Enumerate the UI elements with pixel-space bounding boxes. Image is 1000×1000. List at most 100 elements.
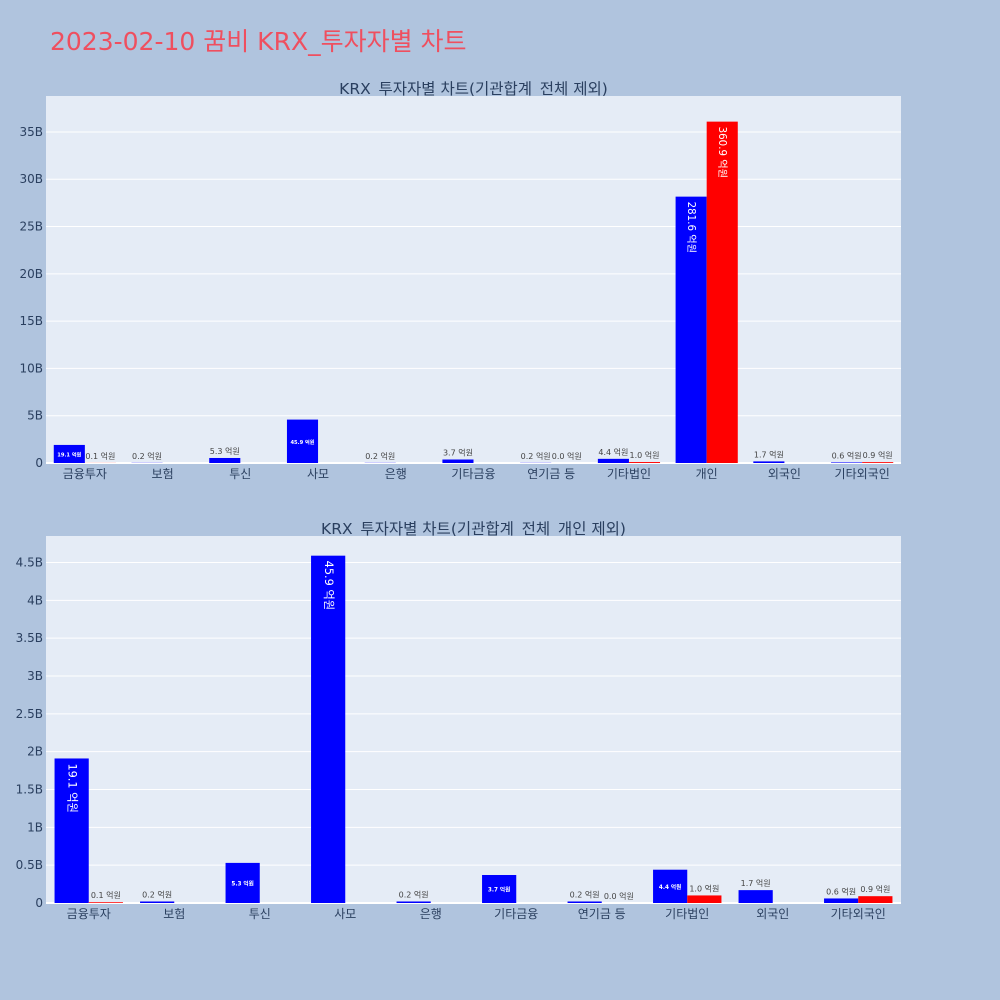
data-label: 0.2 억원 bbox=[521, 451, 551, 461]
bar-buy bbox=[567, 901, 602, 903]
bar-buy bbox=[597, 458, 629, 463]
data-label: 1.0 억원 bbox=[630, 450, 660, 460]
bar-buy bbox=[753, 461, 785, 463]
bar-sell bbox=[88, 902, 123, 903]
bar-sell bbox=[862, 462, 894, 463]
data-label: 3.7 억원 bbox=[443, 448, 473, 458]
data-label: 281.6 억원 bbox=[685, 202, 697, 253]
chart-bottom: KRX_투자자별 차트(기관합계_전체_개인 제외) 0 0.5B 1B 1.5B 2B 2… bbox=[16, 520, 901, 921]
x-tick-label: 은행 bbox=[385, 466, 407, 481]
bar-buy bbox=[675, 196, 707, 463]
x-tick-label: 외국인 bbox=[756, 907, 789, 921]
y-tick-label: 1.5B bbox=[16, 782, 43, 796]
data-label: 19.1 억원 bbox=[57, 450, 81, 458]
bar-buy bbox=[286, 419, 319, 463]
data-label: 1.7 억원 bbox=[754, 449, 784, 459]
x-tick-label: 기타금융 bbox=[494, 907, 538, 921]
bar-buy bbox=[311, 555, 346, 903]
x-tick-label: 기타법인 bbox=[665, 907, 709, 921]
bar-buy bbox=[653, 869, 688, 903]
data-label: 1.0 억원 bbox=[689, 883, 719, 893]
x-tick-label: 사모 bbox=[307, 467, 329, 481]
data-label: 0.0 억원 bbox=[552, 451, 582, 461]
y-tick-label: 10B bbox=[19, 361, 43, 375]
data-label: 0.2 억원 bbox=[570, 889, 600, 899]
y-tick-label: 35B bbox=[19, 125, 43, 139]
bar-buy bbox=[54, 758, 89, 903]
data-label: 4.4 억원 bbox=[659, 883, 682, 891]
y-tick-label: 4.5B bbox=[16, 555, 43, 569]
bar-buy bbox=[396, 901, 431, 903]
data-label: 4.4 억원 bbox=[598, 447, 628, 457]
x-tick-label: 금융투자 bbox=[67, 907, 111, 921]
bar-buy bbox=[225, 862, 260, 903]
x-tick-label: 보험 bbox=[163, 907, 185, 921]
data-label: 0.1 억원 bbox=[91, 890, 121, 900]
chart-top: KRX_투자자별 차트(기관합계_전체 제외) 0 5B 10B 15B 20B 25B 30… bbox=[19, 80, 901, 481]
bar-buy bbox=[442, 459, 474, 463]
y-tick-label: 0 bbox=[35, 456, 43, 470]
bar-buy bbox=[738, 890, 773, 903]
bar-buy bbox=[140, 901, 175, 903]
x-tick-label: 투신 bbox=[229, 467, 251, 481]
data-label: 0.1 억원 bbox=[85, 451, 115, 461]
plot-area bbox=[46, 536, 901, 903]
data-label: 0.2 억원 bbox=[142, 889, 172, 899]
y-tick-label: 2B bbox=[27, 745, 43, 759]
y-tick-label: 20B bbox=[19, 267, 43, 281]
data-label: 0.2 억원 bbox=[365, 451, 395, 461]
x-tick-label: 보험 bbox=[152, 467, 174, 481]
data-label: 0.2 억원 bbox=[399, 889, 429, 899]
data-label: 5.3 억원 bbox=[210, 446, 240, 456]
bar-sell bbox=[858, 896, 893, 903]
y-tick-label: 1B bbox=[27, 820, 43, 834]
data-label: 19.1 억원 bbox=[66, 763, 80, 812]
x-tick-label: 은행 bbox=[420, 906, 442, 921]
page-title: 2023-02-10 꿈비 KRX_투자자별 차트 bbox=[50, 27, 467, 56]
bar-buy bbox=[209, 457, 241, 463]
data-label: 0.6 억원 bbox=[832, 450, 862, 460]
data-label: 0.0 억원 bbox=[604, 891, 634, 901]
bar-buy bbox=[831, 462, 863, 463]
x-tick-label: 기타외국인 bbox=[831, 907, 886, 921]
x-tick-label: 연기금 등 bbox=[527, 467, 575, 481]
data-label: 0.9 억원 bbox=[860, 884, 890, 894]
x-tick-label: 기타외국인 bbox=[835, 467, 890, 481]
y-tick-label: 3B bbox=[27, 669, 43, 683]
y-tick-label: 15B bbox=[19, 314, 43, 328]
bar-sell bbox=[706, 121, 738, 464]
y-tick-label: 3.5B bbox=[16, 631, 43, 645]
x-tick-label: 투신 bbox=[249, 907, 271, 921]
x-tick-label: 외국인 bbox=[768, 467, 801, 481]
x-tick-label: 사모 bbox=[334, 907, 356, 921]
y-tick-label: 0.5B bbox=[16, 858, 43, 872]
data-label: 0.6 억원 bbox=[826, 886, 856, 896]
data-label: 360.9 억원 bbox=[716, 127, 728, 178]
data-label: 0.2 억원 bbox=[132, 451, 162, 461]
data-label: 45.9 억원 bbox=[290, 438, 314, 446]
y-tick-label: 2.5B bbox=[16, 707, 43, 721]
bar-buy bbox=[53, 444, 85, 463]
y-tick-label: 4B bbox=[27, 593, 43, 607]
bar-buy bbox=[482, 875, 517, 903]
y-tick-label: 0 bbox=[35, 896, 43, 910]
x-tick-label: 개인 bbox=[696, 467, 718, 481]
data-label: 5.3 억원 bbox=[231, 879, 254, 887]
x-tick-label: 금융투자 bbox=[63, 467, 107, 481]
y-tick-label: 5B bbox=[27, 409, 43, 423]
bar-buy bbox=[824, 898, 859, 903]
data-label: 45.9 억원 bbox=[322, 561, 336, 610]
x-tick-label: 기타법인 bbox=[607, 467, 651, 481]
bar-sell bbox=[687, 895, 722, 903]
data-label: 3.7 억원 bbox=[488, 886, 511, 894]
y-tick-label: 25B bbox=[19, 220, 43, 234]
data-label: 1.7 억원 bbox=[741, 878, 771, 888]
x-tick-label: 연기금 등 bbox=[578, 907, 626, 921]
x-tick-label: 기타금융 bbox=[451, 467, 495, 481]
chart-title: KRX_투자자별 차트(기관합계_전체 제외) bbox=[339, 80, 608, 99]
plot-area bbox=[46, 96, 901, 463]
y-tick-label: 30B bbox=[19, 172, 43, 186]
chart-title: KRX_투자자별 차트(기관합계_전체_개인 제외) bbox=[321, 520, 626, 539]
bar-sell bbox=[628, 462, 661, 463]
data-label: 0.9 억원 bbox=[863, 450, 893, 460]
